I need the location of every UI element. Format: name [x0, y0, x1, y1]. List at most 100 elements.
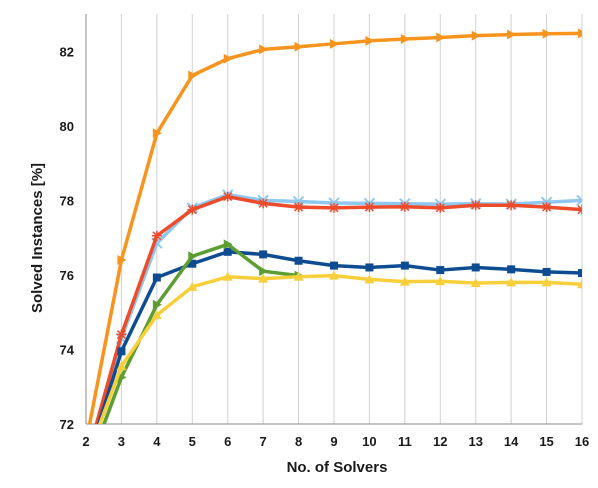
- series-5-point-5: [188, 251, 198, 262]
- y-tick-label-72: 72: [60, 417, 74, 432]
- series-6-point-7: [258, 273, 269, 283]
- series-3-point-7: [258, 198, 269, 209]
- series-3-point-4: [151, 230, 162, 241]
- series-5-point-6: [223, 239, 233, 250]
- series-6-point-9: [329, 270, 339, 280]
- series-1-point-7: [259, 44, 269, 55]
- series-3-point-16: [577, 204, 582, 215]
- series-4-point-12: [436, 266, 445, 275]
- series-2-point-16: [576, 194, 582, 207]
- x-tick-label-7: 7: [260, 434, 267, 449]
- x-tick-label-9: 9: [330, 434, 337, 449]
- series-4-point-2: [82, 461, 90, 469]
- series-1: [87, 28, 582, 424]
- series-4-point-5: [188, 259, 197, 268]
- series-1-point-4: [152, 128, 162, 139]
- series-6-point-10: [364, 274, 375, 284]
- series-1-point-8: [294, 41, 304, 52]
- x-tick-label-11: 11: [398, 434, 412, 449]
- series-3-point-11: [399, 201, 410, 212]
- series-3-point-13: [470, 200, 481, 211]
- series-4-point-15: [542, 267, 551, 276]
- series-1-point-16: [578, 28, 582, 39]
- series-1-point-5: [188, 70, 198, 81]
- series-4-point-4: [152, 273, 161, 282]
- x-tick-label-12: 12: [433, 434, 447, 449]
- series-6: [81, 270, 582, 465]
- series-3-point-10: [364, 202, 375, 213]
- series-3-point-14: [506, 200, 517, 211]
- x-tick-label-4: 4: [153, 434, 161, 449]
- series-6-point-15: [541, 277, 552, 287]
- series-4-point-7: [259, 250, 268, 259]
- series-4-point-13: [471, 263, 480, 272]
- series-4-point-6: [223, 247, 232, 256]
- series-3-point-2: [81, 456, 91, 466]
- series-1-point-10: [365, 35, 375, 46]
- x-tick-label-5: 5: [189, 434, 196, 449]
- series-5-point-7: [259, 266, 269, 277]
- series-6-point-6: [222, 271, 233, 281]
- x-tick-label-10: 10: [362, 434, 376, 449]
- x-tick-label-3: 3: [118, 434, 125, 449]
- y-tick-label-80: 80: [60, 119, 74, 134]
- series-6-point-5: [187, 281, 198, 291]
- y-tick-label-74: 74: [60, 342, 75, 357]
- series-6-point-2: [81, 456, 91, 465]
- series-4-point-9: [330, 261, 338, 270]
- series-2-point-8: [292, 195, 305, 208]
- series-6-point-8: [293, 271, 304, 281]
- y-axis-title: Solved Instances [%]: [29, 163, 46, 313]
- series-4: [82, 247, 582, 469]
- x-tick-label-6: 6: [224, 434, 231, 449]
- series-6-point-4: [151, 310, 162, 320]
- series-1-point-14: [507, 29, 517, 40]
- series-1-point-3: [117, 255, 127, 265]
- series-4-point-8: [294, 256, 303, 265]
- series-1-point-9: [330, 38, 339, 49]
- series-5-point-2: [82, 467, 91, 477]
- series-5: [82, 239, 304, 477]
- series-4-point-3: [117, 347, 126, 356]
- x-tick-label-2: 2: [82, 434, 89, 449]
- series-layer: [81, 28, 582, 477]
- series-4-point-14: [507, 265, 516, 274]
- series-3-point-8: [293, 202, 304, 213]
- y-tick-label-78: 78: [60, 193, 74, 208]
- x-axis-title: No. of Solvers: [287, 459, 388, 476]
- series-3-point-12: [435, 202, 446, 213]
- series-1-point-6: [223, 53, 233, 64]
- series-1-point-11: [400, 33, 410, 44]
- x-tick-label-16: 16: [575, 434, 589, 449]
- x-tick-label-14: 14: [504, 434, 519, 449]
- series-5-point-4: [152, 299, 162, 310]
- x-tick-label-15: 15: [539, 434, 553, 449]
- series-6-point-14: [506, 277, 517, 287]
- series-3-point-15: [541, 202, 552, 213]
- axes: [85, 14, 582, 425]
- series-4-point-10: [365, 263, 374, 272]
- series-6-point-12: [435, 276, 446, 286]
- series-6-point-16: [577, 279, 582, 289]
- x-tick-label-13: 13: [468, 434, 482, 449]
- series-3-point-9: [329, 202, 339, 213]
- series-3-point-5: [187, 204, 198, 215]
- series-3-point-3: [116, 329, 127, 340]
- series-6-point-11: [399, 276, 410, 286]
- x-tick-label-8: 8: [295, 434, 302, 449]
- y-tick-label-82: 82: [60, 44, 74, 59]
- series-1-point-15: [542, 28, 552, 39]
- y-tick-label-76: 76: [60, 268, 74, 283]
- series-3: [81, 191, 582, 466]
- series-6-point-13: [470, 278, 481, 288]
- grid-lines: [120, 14, 583, 424]
- series-6-point-3: [116, 361, 127, 371]
- series-3-point-6: [222, 191, 233, 202]
- series-4-point-16: [578, 269, 582, 278]
- series-2-point-2: [81, 456, 91, 466]
- series-1-point-12: [436, 32, 446, 43]
- series-1-point-13: [471, 30, 481, 41]
